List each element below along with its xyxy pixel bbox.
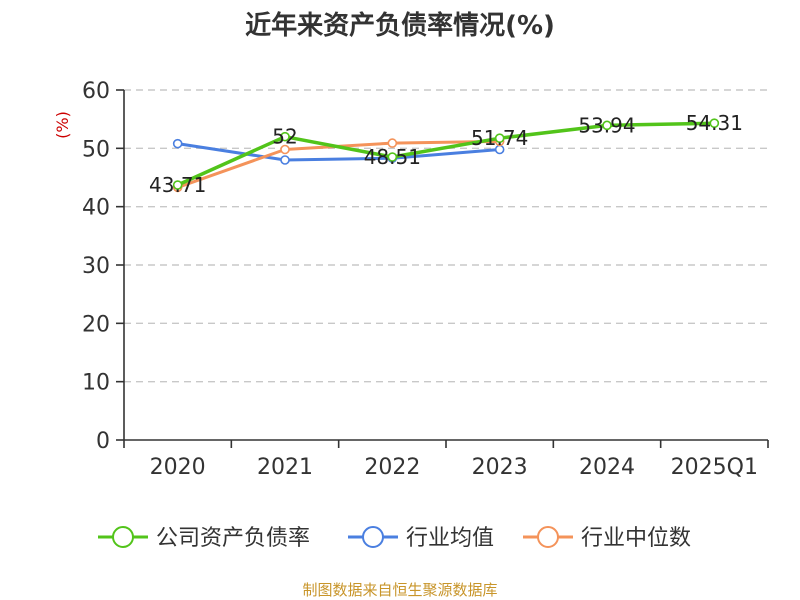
legend-marker — [537, 526, 559, 548]
data-point — [602, 120, 612, 131]
series-lines — [172, 118, 720, 193]
series-0 — [172, 118, 720, 190]
data-point — [280, 155, 290, 165]
y-tick-label: 0 — [96, 429, 110, 454]
data-label: 51.74 — [471, 126, 528, 150]
legend-label: 公司资产负债率 — [156, 526, 310, 551]
data-point — [172, 138, 183, 149]
data-point — [709, 118, 720, 128]
grid-lines — [124, 89, 768, 383]
legend-item-1: 行业均值 — [348, 526, 494, 551]
data-label: 52 — [272, 125, 297, 149]
source-note: 制图数据来自恒生聚源数据库 — [302, 581, 497, 599]
legend: 公司资产负债率 行业均值 行业中位数 — [98, 526, 691, 551]
y-tick-label: 20 — [82, 312, 110, 337]
x-tick-label: 2023 — [472, 455, 528, 480]
y-tick-label: 30 — [82, 254, 110, 279]
data-point — [387, 138, 398, 148]
y-tick-labels: 0 10 20 30 40 50 60 — [82, 79, 110, 454]
x-tick-label: 2025Q1 — [671, 455, 758, 480]
y-axis-label: (%) — [53, 111, 72, 139]
data-point — [387, 152, 398, 162]
y-tick-label: 40 — [82, 196, 110, 221]
series-line — [177, 142, 500, 162]
x-tick-labels: 2020 2021 2022 2023 2024 2025Q1 — [150, 455, 758, 480]
legend-item-2: 行业中位数 — [523, 526, 691, 551]
axes — [116, 89, 769, 448]
data-label: 48.51 — [364, 145, 421, 169]
legend-label: 行业中位数 — [581, 526, 691, 551]
legend-marker — [362, 526, 384, 548]
y-tick-label: 60 — [82, 79, 110, 104]
data-point — [172, 180, 183, 190]
x-tick-label: 2020 — [150, 455, 206, 480]
data-point — [494, 133, 505, 143]
data-label: 43.71 — [149, 173, 206, 197]
legend-item-0: 公司资产负债率 — [98, 526, 310, 551]
y-tick-label: 50 — [82, 137, 110, 162]
y-tick-label: 10 — [82, 371, 110, 396]
data-point — [280, 131, 290, 142]
data-label: 54.31 — [686, 111, 743, 135]
legend-label: 行业均值 — [406, 526, 494, 551]
data-labels: 43.71 52 48.51 51.74 53.94 54.31 — [149, 111, 743, 197]
data-label: 53.94 — [578, 113, 635, 137]
x-tick-label: 2024 — [579, 455, 635, 480]
legend-marker — [112, 526, 134, 548]
data-point — [280, 144, 290, 155]
chart-title: 近年来资产负债率情况(%) — [245, 10, 555, 41]
series-line — [176, 121, 715, 187]
x-tick-label: 2022 — [364, 455, 420, 480]
x-tick-label: 2021 — [257, 455, 313, 480]
